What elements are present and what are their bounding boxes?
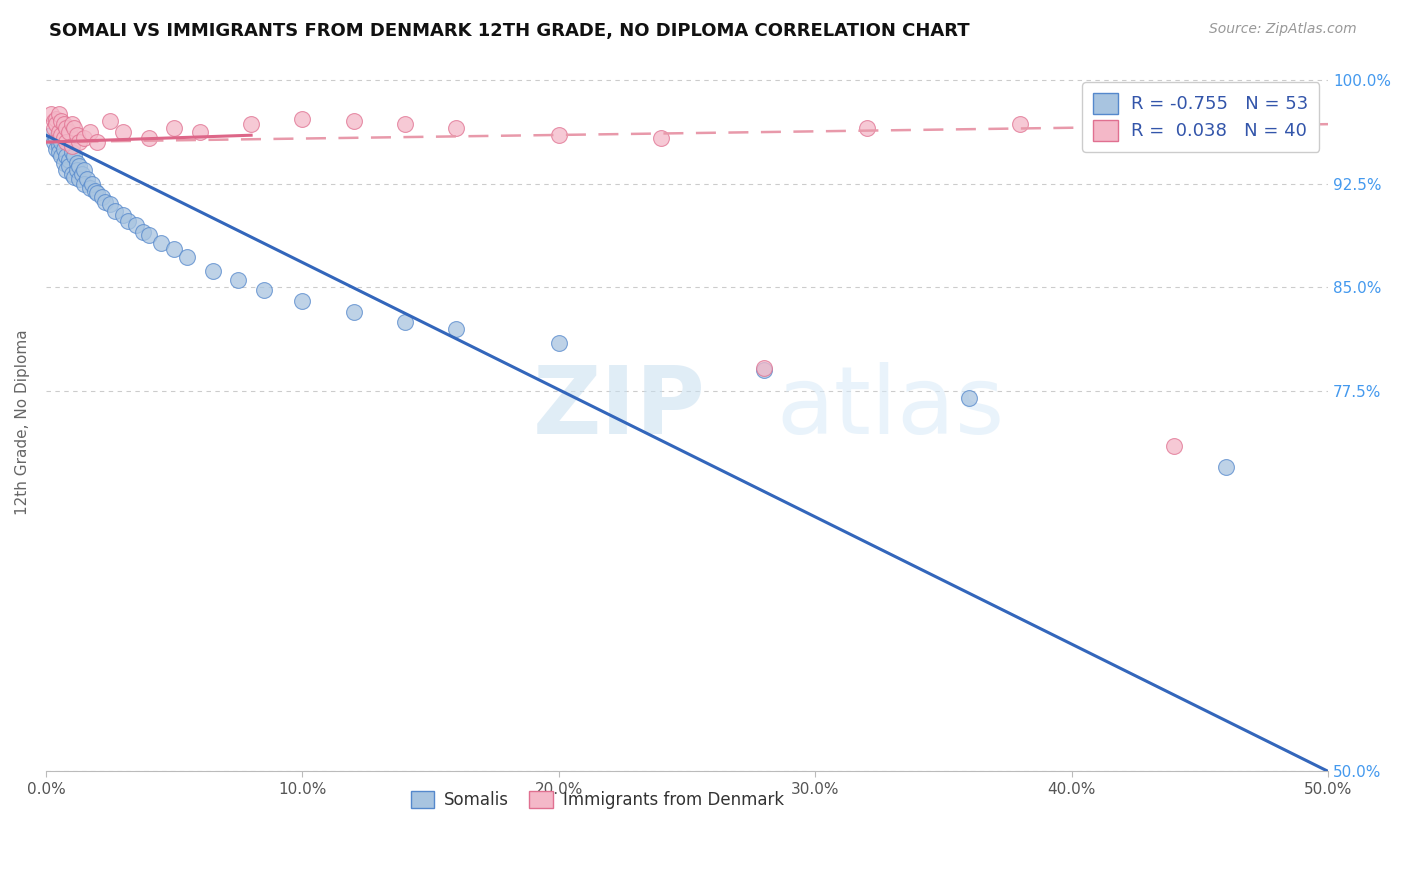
Text: Source: ZipAtlas.com: Source: ZipAtlas.com (1209, 22, 1357, 37)
Point (39, 107, 62, 121)
Point (138, 227, 160, 242)
Point (86, 186, 108, 201)
Point (446, 121, 468, 136)
Point (79, 125, 101, 139)
Point (42, 114, 65, 128)
Point (650, 131, 672, 145)
Point (63, 121, 86, 136)
Point (51, 128, 73, 143)
Point (51, 135, 73, 149)
Point (855, 121, 877, 136)
Point (547, 335, 569, 350)
Point (42, 121, 65, 136)
Point (291, 294, 314, 309)
Point (343, 305, 366, 319)
Point (67, 159, 90, 173)
Point (125, 218, 148, 232)
Point (291, 112, 314, 126)
Point (446, 322, 468, 336)
Point (73, 177, 96, 191)
Point (55, 149, 77, 163)
Point (132, 225, 155, 239)
Legend: Somalis, Immigrants from Denmark: Somalis, Immigrants from Denmark (405, 784, 790, 815)
Y-axis label: 12th Grade, No Diploma: 12th Grade, No Diploma (15, 329, 30, 515)
Point (63, 169, 86, 184)
Point (1215, 460, 1237, 475)
Point (45, 142, 67, 156)
Point (60, 145, 83, 159)
Point (150, 236, 173, 251)
Point (60, 117, 83, 131)
Point (1215, 128, 1237, 143)
Point (66, 162, 89, 177)
Point (42, 135, 65, 149)
Point (55, 135, 77, 149)
Point (52, 117, 75, 131)
Point (104, 204, 127, 219)
Point (240, 117, 263, 131)
Point (58, 159, 80, 173)
Point (55, 121, 77, 136)
Point (60, 167, 83, 181)
Point (66, 128, 89, 143)
Point (201, 264, 224, 278)
Point (67, 135, 90, 149)
Point (1010, 117, 1032, 131)
Point (957, 391, 980, 405)
Point (253, 283, 276, 297)
Point (79, 181, 101, 195)
Point (67, 172, 90, 186)
Text: ZIP: ZIP (533, 362, 706, 454)
Point (55, 162, 77, 177)
Text: SOMALI VS IMMIGRANTS FROM DENMARK 12TH GRADE, NO DIPLOMA CORRELATION CHART: SOMALI VS IMMIGRANTS FROM DENMARK 12TH G… (49, 22, 970, 40)
Point (60, 139, 83, 153)
Point (73, 131, 96, 145)
Point (111, 209, 134, 223)
Point (752, 360, 775, 375)
Point (188, 125, 211, 139)
Point (73, 162, 96, 177)
Point (52, 131, 75, 145)
Point (82, 177, 104, 191)
Point (1163, 439, 1185, 453)
Point (51, 114, 73, 128)
Point (176, 250, 198, 264)
Point (48, 139, 70, 153)
Point (343, 114, 366, 128)
Point (45, 131, 67, 145)
Point (86, 135, 108, 149)
Point (94, 194, 117, 209)
Point (752, 363, 775, 377)
Point (163, 242, 186, 256)
Point (52, 142, 75, 156)
Point (111, 125, 134, 139)
Point (63, 149, 86, 163)
Point (117, 214, 139, 228)
Point (58, 125, 80, 139)
Point (394, 117, 416, 131)
Point (48, 145, 70, 159)
Point (66, 156, 89, 170)
Point (45, 117, 67, 131)
Point (58, 153, 80, 167)
Point (76, 172, 98, 186)
Point (91, 190, 114, 204)
Point (83, 184, 105, 198)
Point (98, 114, 121, 128)
Point (163, 121, 186, 136)
Point (547, 128, 569, 143)
Point (98, 197, 121, 211)
Point (39, 128, 62, 143)
Point (48, 125, 70, 139)
Point (394, 315, 416, 329)
Point (45, 112, 67, 126)
Point (51, 149, 73, 163)
Point (48, 107, 70, 121)
Point (70, 167, 93, 181)
Point (226, 273, 249, 287)
Point (1265, 114, 1288, 128)
Text: atlas: atlas (776, 362, 1005, 454)
Point (138, 131, 160, 145)
Point (52, 156, 75, 170)
